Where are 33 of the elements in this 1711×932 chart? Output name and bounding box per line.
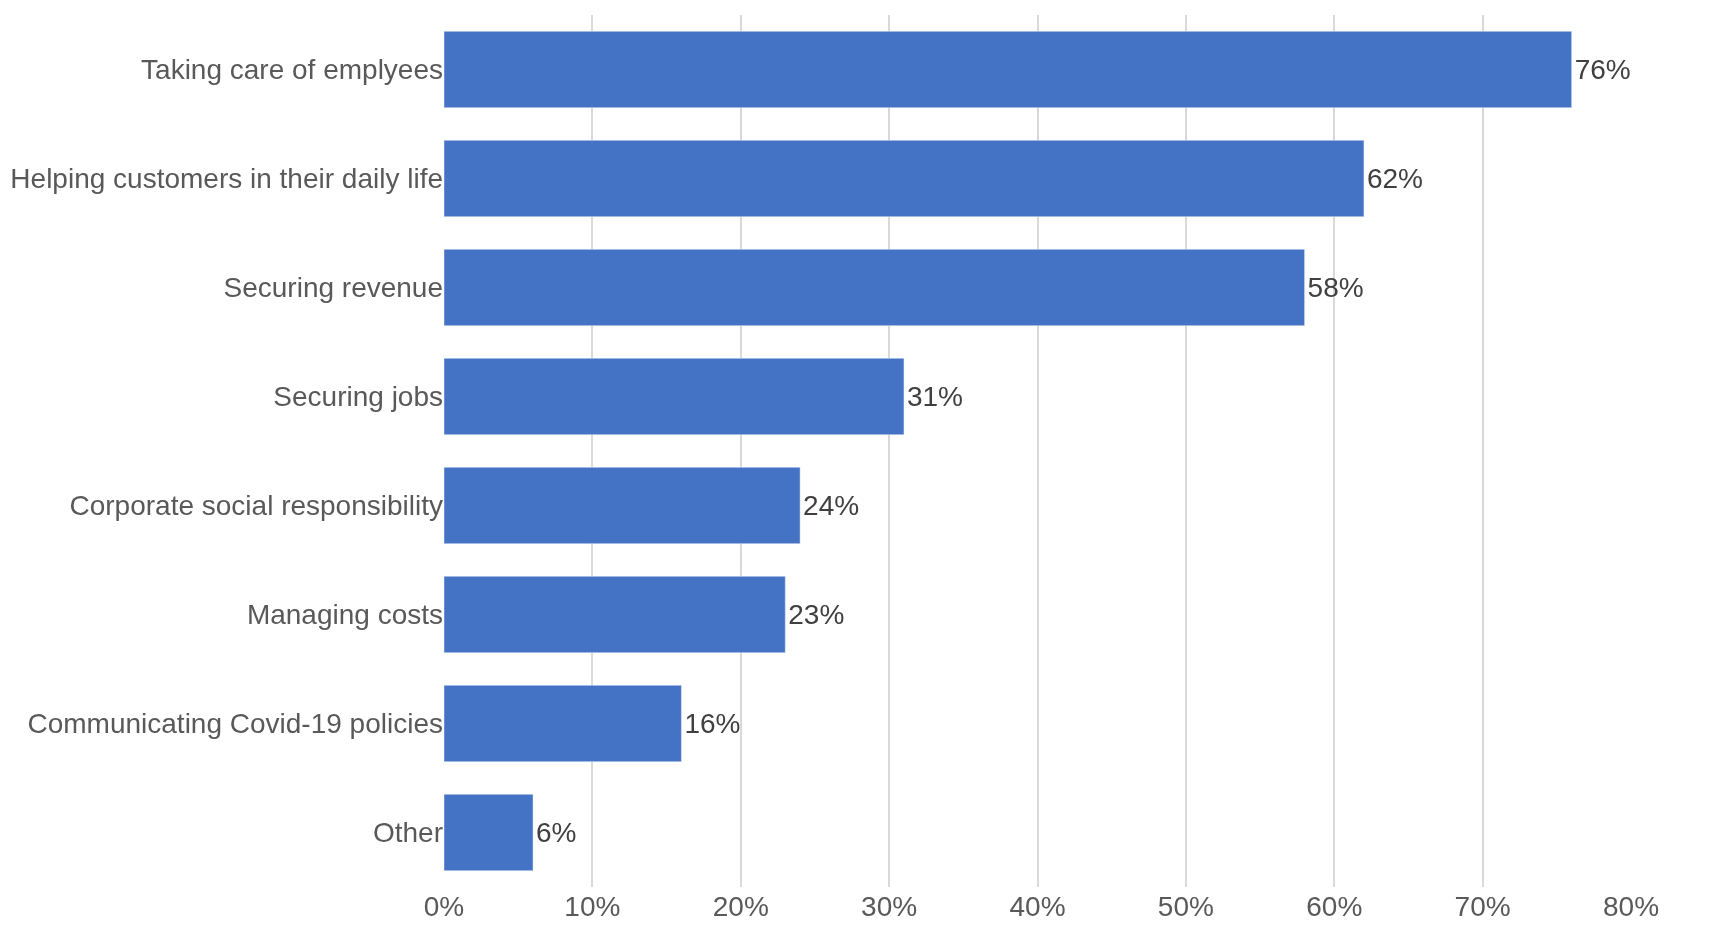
bar [444,467,801,544]
x-tick-label: 70% [1454,891,1511,922]
x-tick-label: 60% [1306,891,1363,922]
x-tick-label: 10% [564,891,621,922]
x-tick-label: 30% [861,891,918,922]
data-label: 76% [1574,54,1631,85]
bar [444,576,786,653]
bar [444,685,682,762]
y-tick-label: Communicating Covid-19 policies [27,708,443,740]
y-tick-label: Taking care of emplyees [141,54,443,86]
x-tick-label: 80% [1602,891,1660,922]
bar [444,794,534,871]
y-tick-label: Securing revenue [223,272,443,304]
x-tick-label: 0% [423,891,465,922]
data-label: 31% [906,381,964,412]
data-label: 23% [788,599,845,630]
bar [444,140,1365,217]
y-tick-label: Helping customers in their daily life [10,163,443,195]
y-tick-label: Managing costs [246,599,443,631]
bar [444,31,1572,108]
x-tick-label: 20% [712,891,769,922]
bar [444,358,905,435]
x-tick-label: 40% [1009,891,1066,922]
data-label: 6% [536,817,577,848]
y-tick-label: Corporate social responsibility [69,490,443,522]
x-tick-label: 50% [1157,891,1214,922]
data-label: 24% [803,490,860,521]
data-label: 16% [684,708,741,739]
y-tick-label: Other [372,817,443,849]
y-tick-label: Securing jobs [273,381,443,413]
data-label: 58% [1307,272,1364,303]
bar [444,249,1305,326]
data-label: 62% [1366,163,1423,194]
